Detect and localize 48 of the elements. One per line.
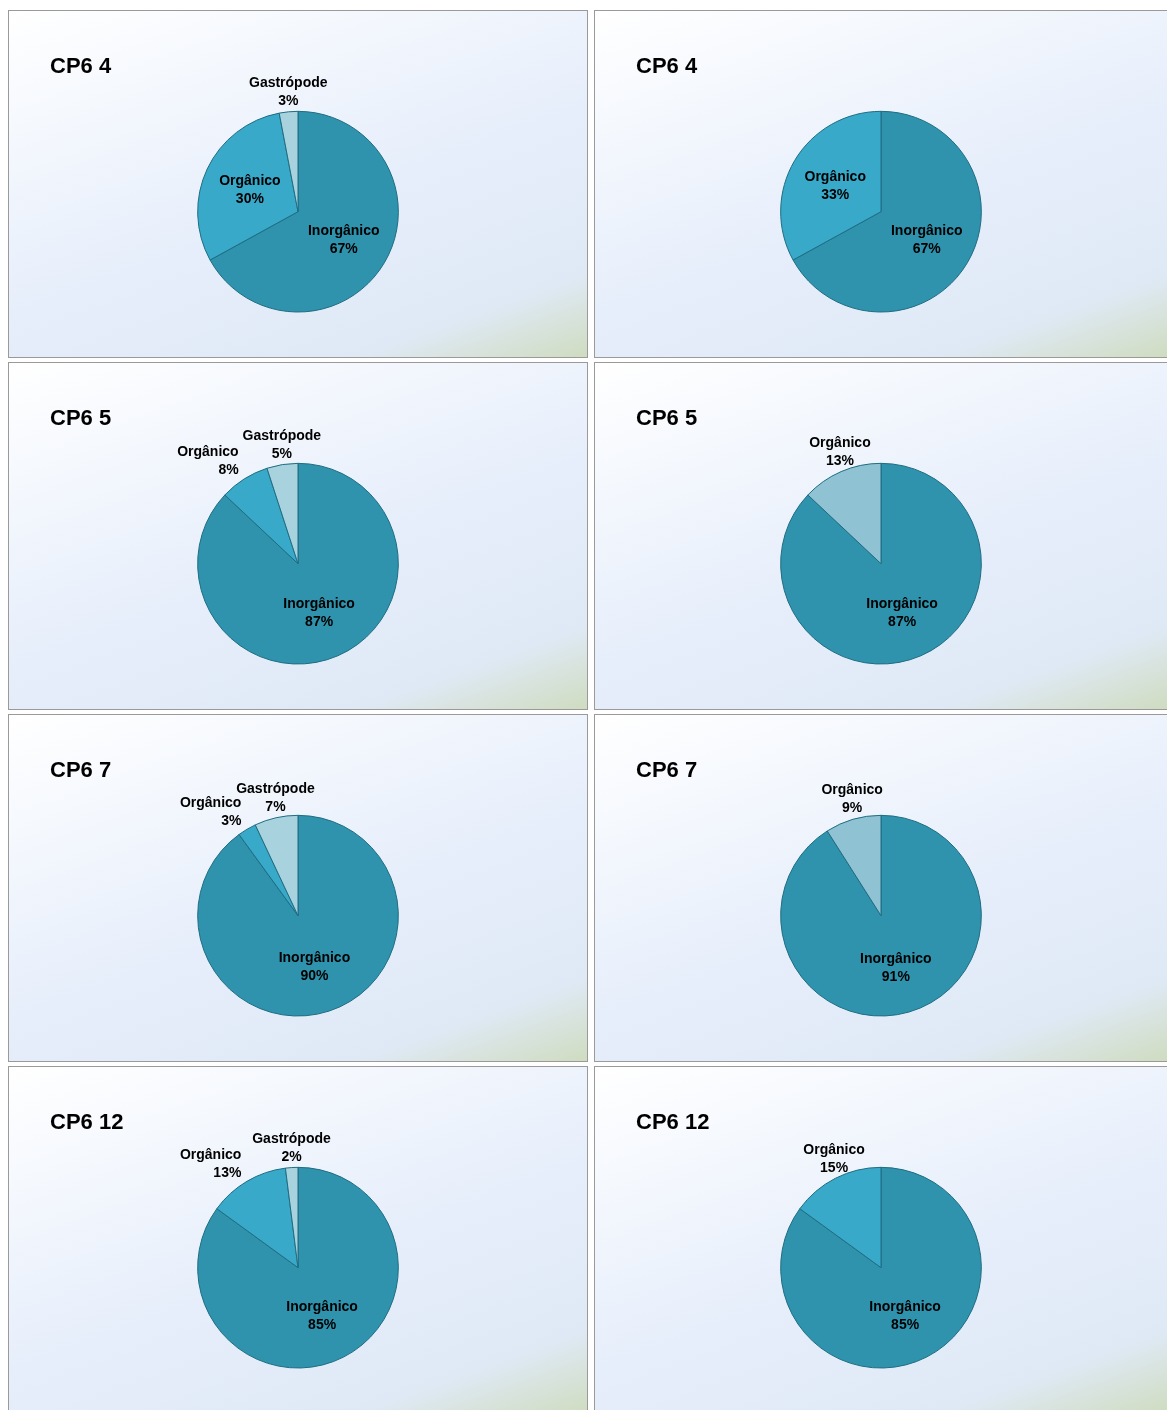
- slice-label: Orgânico: [821, 781, 883, 798]
- data-label: 3%: [221, 811, 242, 828]
- slice-label: Inorgânico: [860, 949, 932, 966]
- slice-label: Inorgânico: [890, 221, 963, 238]
- slice-label: Orgânico: [177, 443, 239, 460]
- data-label: 15%: [820, 1158, 849, 1175]
- slice-label: Gastrópode: [252, 1129, 331, 1146]
- data-label: 67%: [912, 239, 942, 256]
- data-label: 33%: [821, 185, 850, 202]
- slice-label: Orgânico: [179, 793, 242, 810]
- data-label: 5%: [271, 444, 293, 461]
- data-label: 8%: [218, 461, 240, 478]
- slice-label: Gastrópode: [248, 73, 328, 90]
- slice-label: Orgânico: [803, 1140, 865, 1157]
- chart-title: CP6 5: [636, 404, 698, 430]
- data-label: 7%: [265, 797, 287, 814]
- slice-label: Inorgânico: [278, 949, 351, 966]
- slice-label: Orgânico: [219, 172, 281, 189]
- data-label: 13%: [213, 1163, 242, 1180]
- slice-label: Inorgânico: [283, 595, 355, 612]
- chart-title: CP6 5: [50, 404, 112, 430]
- data-label: 90%: [300, 967, 329, 984]
- data-label: 87%: [888, 613, 917, 630]
- slice-label: Orgânico: [804, 167, 866, 184]
- data-label: 9%: [842, 799, 863, 816]
- chart-title: CP6 12: [50, 1108, 124, 1134]
- chart-title: CP6 12: [636, 1108, 710, 1134]
- chart-title: CP6 4: [50, 52, 112, 78]
- slice-label: Inorgânico: [869, 1298, 941, 1315]
- slice-label: Inorgânico: [866, 595, 938, 612]
- data-label: 13%: [825, 451, 855, 468]
- chart-title: CP6 7: [636, 756, 698, 782]
- slice-label: Inorgânico: [307, 221, 380, 238]
- data-label: 91%: [881, 967, 911, 984]
- slice-label: Gastrópode: [242, 426, 322, 443]
- chart-title: CP6 7: [50, 756, 112, 782]
- data-label: 85%: [308, 1316, 337, 1333]
- slice-label: Orgânico: [809, 433, 871, 450]
- slice-label: Gastrópode: [236, 779, 315, 796]
- data-label: 30%: [235, 190, 265, 207]
- data-label: 85%: [891, 1316, 920, 1333]
- data-label: 87%: [305, 613, 334, 630]
- chart-title: CP6 4: [636, 52, 698, 78]
- data-label: 2%: [281, 1147, 303, 1164]
- slice-label: Inorgânico: [286, 1298, 358, 1315]
- slice-label: Orgânico: [179, 1145, 242, 1162]
- data-label: 67%: [329, 239, 359, 256]
- data-label: 3%: [278, 91, 299, 108]
